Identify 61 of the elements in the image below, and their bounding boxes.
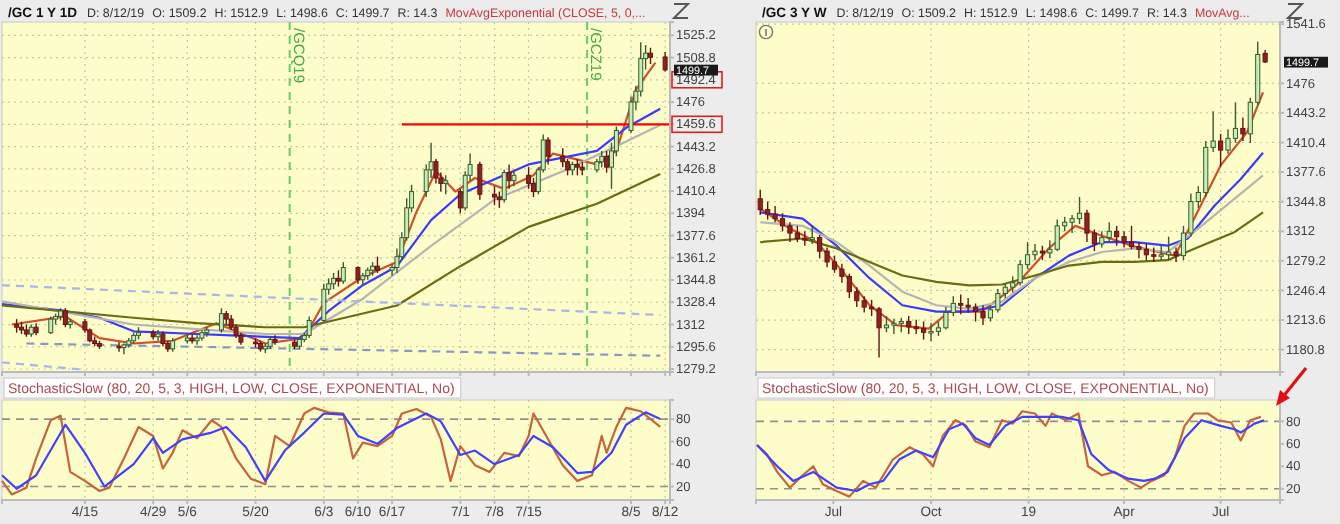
candlestick [839,263,845,284]
candlestick [526,166,532,190]
candlestick [1076,196,1083,225]
line-series [759,174,1265,310]
candlestick [995,288,1001,314]
candlestick [1128,225,1135,251]
candlestick [809,225,815,245]
candlestick [913,318,919,335]
candlestick [1106,221,1112,243]
candlestick [765,200,771,221]
candlestick [189,333,195,345]
candlestick [928,322,934,343]
candlestick [958,293,964,315]
candlestick [1218,133,1224,168]
candlestick [457,188,463,214]
candlestick [218,307,224,334]
candlestick [1054,218,1060,252]
candlestick [1017,259,1023,287]
candlestick [876,306,882,359]
candlestick [443,174,449,195]
candlestick [921,320,927,341]
candlestick [1203,140,1209,198]
candlestick [1225,128,1231,155]
candlestick [321,283,327,323]
candlestick [491,185,497,206]
candlestick [779,212,786,232]
candlestick [433,158,439,185]
candlestick [604,150,610,174]
candlestick [891,318,897,335]
candlestick [1166,235,1172,261]
candlestick [906,315,912,335]
candlestick [980,304,986,326]
candlestick [787,221,793,243]
candlestick [1158,245,1164,261]
candlestick [1136,241,1142,260]
candlestick [501,169,507,204]
candlestick [817,234,823,260]
candlestick [194,334,200,346]
candlestick [1069,214,1075,234]
candlestick [943,306,949,331]
candlestick [477,161,483,201]
candlestick [340,261,346,285]
candlestick [972,302,979,323]
candlestick [846,272,852,299]
candlestick [1032,243,1038,261]
candlestick [62,307,68,328]
candlestick [1232,101,1239,144]
candlestick [1173,246,1179,263]
candlestick [560,147,566,168]
line-series [0,172,662,329]
candlestick [965,297,971,314]
line-series [759,151,1265,313]
candlestick [1114,225,1120,247]
candlestick [1084,208,1090,243]
candlestick [1240,116,1246,142]
candlestick [272,334,278,346]
candlestick [757,189,763,216]
candlestick [155,329,161,342]
candlestick [506,163,512,190]
candlestick [545,136,551,166]
candlestick [306,315,312,339]
